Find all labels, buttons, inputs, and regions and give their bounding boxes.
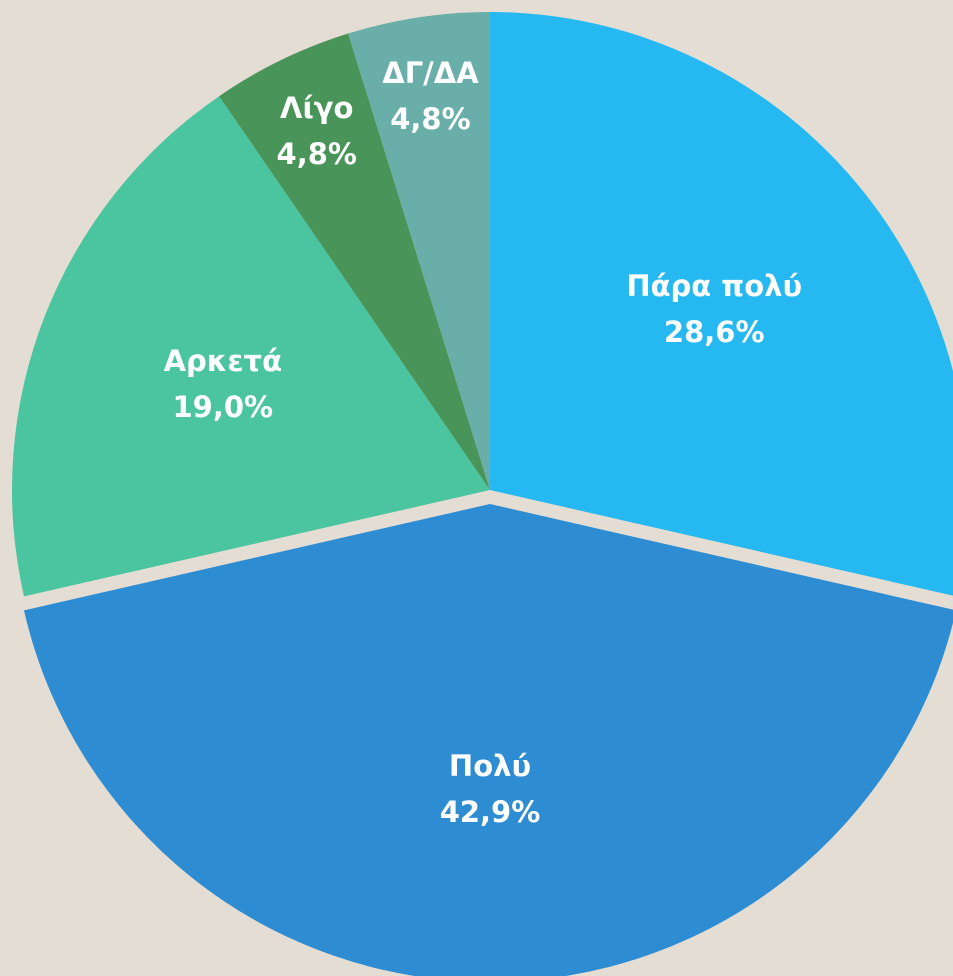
- slice-value-label: 28,6%: [664, 315, 765, 349]
- pie-slice: [490, 12, 953, 596]
- pie-slice: [219, 33, 490, 491]
- slice-value-label: 4,8%: [390, 102, 470, 136]
- slice-label: Πάρα πολύ: [626, 269, 802, 303]
- pie-slice: [11, 96, 490, 597]
- slice-label: ΔΓ/ΔΑ: [382, 56, 479, 90]
- slice-label: Αρκετά: [164, 344, 282, 378]
- slice-label: Λίγο: [280, 91, 353, 125]
- slice-value-label: 42,9%: [440, 795, 541, 829]
- pie-slice: [23, 504, 953, 976]
- pie-slice: [348, 12, 490, 490]
- slice-value-label: 19,0%: [173, 390, 274, 424]
- slice-value-label: 4,8%: [277, 137, 357, 171]
- slice-label: Πολύ: [449, 749, 531, 783]
